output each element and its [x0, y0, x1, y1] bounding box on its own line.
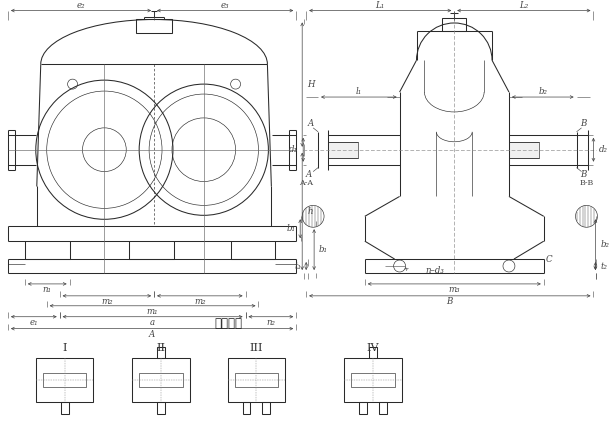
Text: IV: IV — [367, 343, 379, 352]
Text: a: a — [150, 318, 155, 327]
Text: n₂: n₂ — [266, 318, 275, 327]
Text: B: B — [446, 297, 453, 306]
Bar — [328, 142, 358, 158]
Bar — [139, 374, 183, 387]
Bar — [61, 402, 69, 414]
Text: B: B — [580, 120, 586, 128]
Text: b₁: b₁ — [319, 245, 328, 254]
Text: L₁: L₁ — [376, 0, 385, 10]
Bar — [344, 359, 401, 402]
Bar — [228, 359, 285, 402]
Bar — [351, 374, 395, 387]
Text: b₂: b₂ — [600, 240, 609, 249]
Text: m₃: m₃ — [448, 285, 460, 294]
Text: II: II — [157, 343, 166, 352]
Text: l₁: l₁ — [356, 87, 362, 96]
Text: m₁: m₁ — [147, 307, 158, 316]
Text: m₂: m₂ — [101, 297, 113, 306]
Bar — [157, 402, 165, 414]
Text: H: H — [307, 80, 315, 89]
Text: 装配型式: 装配型式 — [214, 317, 242, 330]
Text: e₁: e₁ — [29, 318, 38, 327]
Text: III: III — [250, 343, 263, 352]
Bar — [234, 374, 278, 387]
Text: A: A — [306, 170, 312, 179]
Text: e₃: e₃ — [221, 0, 230, 10]
Text: A: A — [308, 120, 314, 128]
Bar — [136, 19, 172, 34]
Bar — [157, 347, 165, 359]
Text: d₁: d₁ — [289, 145, 298, 154]
Text: A-A: A-A — [299, 179, 313, 187]
Bar — [509, 142, 539, 158]
Text: b₂: b₂ — [538, 87, 547, 96]
Bar — [369, 347, 377, 359]
Text: I: I — [62, 343, 67, 352]
Bar — [379, 402, 387, 414]
Bar — [242, 402, 250, 414]
Text: t₁: t₁ — [294, 262, 301, 270]
Bar — [36, 359, 93, 402]
Text: t₂: t₂ — [600, 262, 607, 270]
Text: A: A — [149, 329, 155, 339]
Bar — [442, 18, 466, 31]
Text: d₂: d₂ — [599, 145, 607, 154]
Bar — [43, 374, 86, 387]
Text: B: B — [580, 170, 586, 179]
Bar — [359, 402, 367, 414]
Bar — [132, 359, 190, 402]
Text: C: C — [546, 254, 552, 264]
Text: b₁: b₁ — [286, 224, 295, 233]
Text: e₂: e₂ — [77, 0, 85, 10]
Bar — [262, 402, 270, 414]
Text: n–d₃: n–d₃ — [425, 266, 444, 276]
Text: m₂: m₂ — [194, 297, 206, 306]
Text: B-B: B-B — [579, 179, 594, 187]
Text: n₁: n₁ — [43, 285, 52, 294]
Text: L₂: L₂ — [519, 0, 529, 10]
Text: h: h — [307, 207, 312, 216]
